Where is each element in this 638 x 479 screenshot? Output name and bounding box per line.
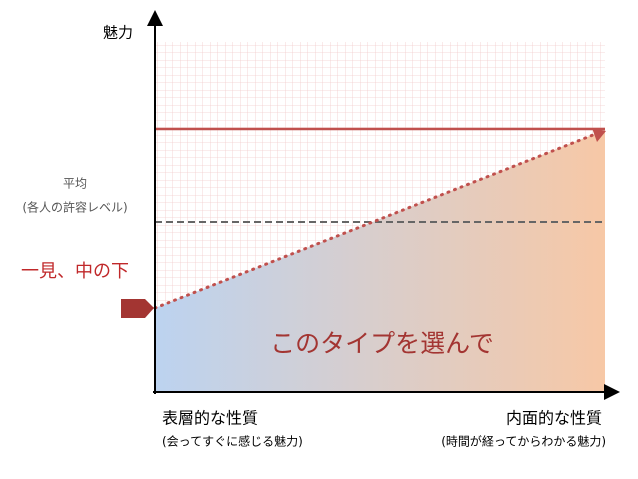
marker [121,299,154,318]
trend-arrow [592,128,606,142]
trend-line [153,131,600,310]
x-left-label: 表層的な性質 [162,409,258,428]
area [155,130,605,392]
average-label: 平均 [63,177,87,191]
y-label: 魅力 [103,24,133,42]
x-right-sub-label: (時間が経ってからわかる魅力) [441,434,606,449]
x-right-label: 内面的な性質 [506,409,602,428]
average-sub-label: (各人の許容レベル) [22,200,127,215]
callout: このタイプを選んで [270,329,494,358]
marker-label: 一見、中の下 [21,261,129,282]
x-left-sub-label: (会ってすぐに感じる魅力) [162,434,303,449]
